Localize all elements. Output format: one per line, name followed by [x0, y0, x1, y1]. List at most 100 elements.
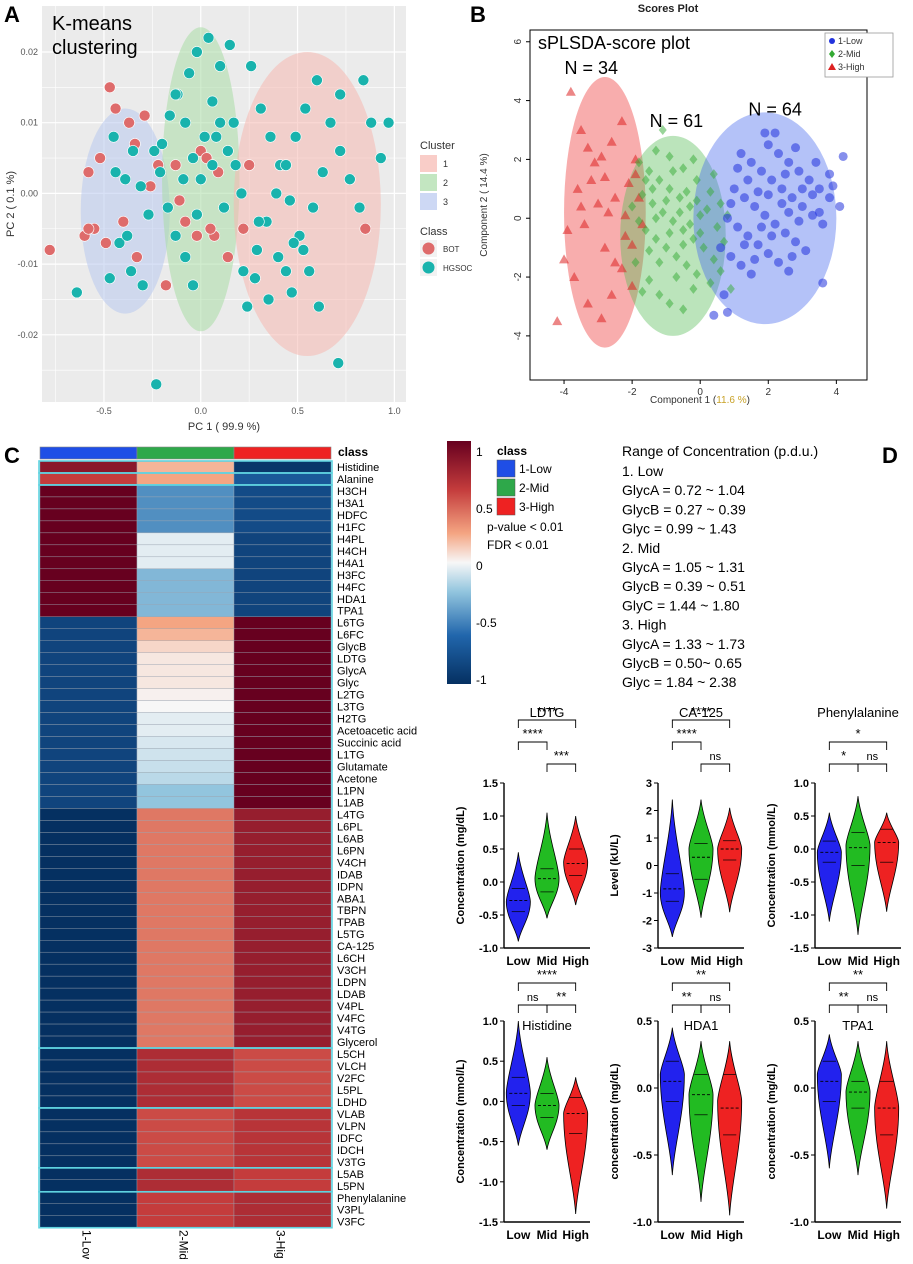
- point-low: [797, 184, 807, 194]
- point-hgsoc: [307, 201, 319, 214]
- row-label: CA-125: [337, 941, 374, 953]
- panel-c-column-labels: 1-Low 2-Mid 3-High: [80, 1230, 288, 1264]
- point-hgsoc: [357, 74, 370, 87]
- heatmap-cell: [39, 532, 138, 546]
- heatmap-cell: [136, 796, 235, 809]
- heatmap-cell: [136, 604, 235, 617]
- point-mid: [655, 257, 664, 268]
- heatmap-cell: [233, 568, 332, 582]
- colorbar-tick-label: 0: [476, 559, 483, 573]
- violin-body: [874, 1041, 900, 1209]
- row-label: H3CH: [337, 486, 367, 498]
- point-hgsoc: [127, 145, 139, 157]
- point-hgsoc: [154, 166, 166, 178]
- panel-a-points: [43, 32, 395, 391]
- heatmap-cell: [39, 772, 138, 785]
- point-low: [794, 216, 804, 226]
- heatmap-cell: [39, 987, 138, 1001]
- heatmap-cell: [39, 916, 138, 929]
- heatmap-cell: [136, 544, 235, 558]
- heatmap-cell: [233, 1191, 332, 1204]
- point-hgsoc: [109, 166, 122, 178]
- heatmap-cell: [233, 784, 332, 797]
- heatmap-cell: [39, 712, 138, 725]
- point-low: [709, 310, 719, 320]
- row-label: H4A1: [337, 558, 365, 570]
- point-hgsoc: [262, 293, 275, 306]
- point-mid: [655, 175, 664, 185]
- x-tick-label: Low: [506, 1228, 531, 1242]
- x-tick-label: Low: [660, 1228, 685, 1242]
- row-label: LDTG: [337, 654, 366, 666]
- point-low: [726, 199, 736, 209]
- point-mid: [682, 260, 691, 271]
- heatmap-cell: [233, 1215, 332, 1228]
- point-hgsoc: [235, 187, 248, 200]
- row-label: L6AB: [337, 833, 364, 845]
- heatmap-cell: [233, 652, 332, 665]
- point-bot: [82, 222, 95, 235]
- violin-title: Phenylalanine: [817, 705, 899, 720]
- violin-plot-ca-125: CA-125 -3 -2 -1 0 1 2 3 Level (kU/L) Low Mid High **…: [609, 704, 744, 968]
- significance-bracket: [671, 1004, 702, 1013]
- row-label: V4FC: [337, 1013, 365, 1025]
- point-low: [746, 269, 756, 279]
- point-hgsoc: [214, 116, 226, 129]
- significance-label: ns: [527, 992, 539, 1004]
- y-tick-label: 0.0: [794, 844, 809, 856]
- heatmap-cell: [136, 688, 235, 701]
- point-bot: [138, 109, 151, 122]
- heatmap-cell: [233, 532, 332, 546]
- point-mid: [658, 125, 667, 135]
- point-hgsoc: [218, 201, 230, 214]
- heatmap-cell: [233, 460, 332, 474]
- point-high: [616, 116, 627, 126]
- row-label: L4TG: [337, 809, 365, 821]
- heatmap-cell: [136, 820, 235, 833]
- point-low: [791, 237, 801, 247]
- point-bot: [82, 166, 95, 178]
- row-label: VLCH: [337, 1061, 366, 1073]
- heatmap-cell: [39, 580, 138, 593]
- point-low: [746, 157, 756, 167]
- point-high: [582, 298, 593, 308]
- point-mid: [703, 204, 712, 215]
- point-mid: [689, 233, 698, 244]
- point-hgsoc: [198, 131, 211, 143]
- point-hgsoc: [272, 251, 285, 263]
- point-low: [770, 219, 780, 229]
- heatmap-cell: [39, 496, 138, 510]
- point-bot: [191, 230, 203, 242]
- point-hgsoc: [136, 279, 149, 292]
- x-tick-label: Low: [817, 1228, 842, 1242]
- row-label: LDHD: [337, 1097, 367, 1109]
- range-line: 1. Low: [622, 463, 664, 479]
- heatmap-cell: [233, 520, 332, 534]
- point-hgsoc: [222, 145, 234, 157]
- range-line: GlycA = 1.05 ~ 1.31: [622, 559, 745, 575]
- heatmap-cell: [233, 963, 332, 977]
- point-mid: [662, 242, 671, 253]
- heatmap-cell: [39, 796, 138, 809]
- heatmap-cell: [39, 1059, 138, 1073]
- group-ellipse-3-high: [564, 77, 646, 348]
- violin-plot-histidine: Histidine -1.5 -1.0 -0.5 0.0 0.5 1.0 Concentrat…: [455, 967, 590, 1242]
- row-label: Histidine: [337, 462, 379, 474]
- significance-bracket: [671, 741, 702, 750]
- heatmap-cell: [136, 760, 235, 773]
- panel-label-a: A: [4, 2, 20, 27]
- point-hgsoc: [365, 116, 377, 129]
- point-hgsoc: [177, 173, 190, 186]
- y-tick-label: -1.0: [479, 943, 498, 955]
- heatmap-cell: [39, 1215, 138, 1228]
- heatmap-cell: [136, 1131, 235, 1145]
- heatmap-cell: [233, 508, 332, 522]
- heatmap-cell: [136, 1143, 235, 1157]
- heatmap-cell: [39, 1143, 138, 1157]
- point-mid: [658, 207, 667, 218]
- panel-b-x-label-suffix: ): [747, 395, 750, 406]
- y-tick-label: -1.5: [479, 1217, 498, 1229]
- point-hgsoc: [169, 88, 182, 101]
- point-high: [586, 175, 597, 184]
- legend-marker-diamond: [829, 50, 835, 58]
